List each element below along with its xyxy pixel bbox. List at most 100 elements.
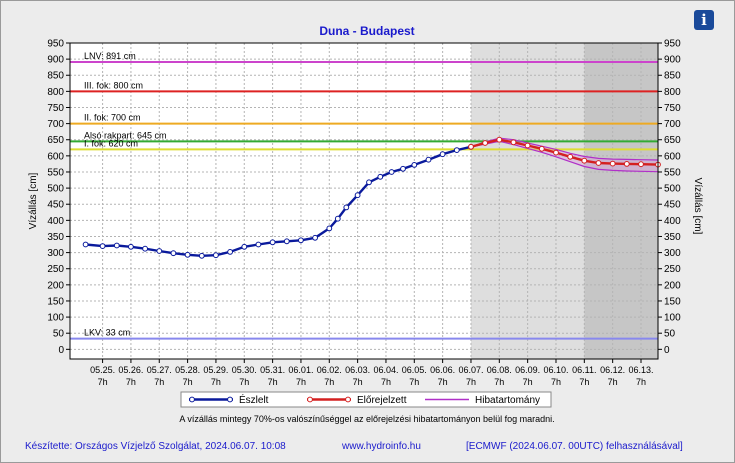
observed-point bbox=[439, 151, 446, 158]
y-tick-label-right: 500 bbox=[664, 184, 681, 195]
observed-point bbox=[127, 243, 134, 250]
y-axis-label-right: Vízállás [cm] bbox=[692, 178, 703, 235]
observed-point bbox=[156, 248, 163, 254]
x-tick-label-date: 06.06. bbox=[430, 365, 455, 375]
x-tick-label-date: 05.27. bbox=[147, 365, 172, 375]
observed-point bbox=[170, 250, 177, 257]
observed-point bbox=[334, 215, 341, 222]
observed-point bbox=[312, 234, 319, 241]
observed-point bbox=[377, 173, 384, 180]
x-tick-label-date: 06.13. bbox=[628, 365, 653, 375]
y-tick-label-right: 700 bbox=[664, 119, 681, 130]
x-tick-label-date: 06.10. bbox=[543, 365, 568, 375]
footer-url[interactable]: www.hydroinfo.hu bbox=[342, 441, 421, 452]
y-tick-label-left: 800 bbox=[47, 87, 64, 98]
x-tick-label-hour: 7h bbox=[126, 377, 136, 387]
observed-point bbox=[388, 169, 395, 175]
observed-point bbox=[213, 252, 219, 259]
x-tick-label-hour: 7h bbox=[438, 377, 448, 387]
y-tick-label-left: 750 bbox=[47, 103, 64, 114]
y-tick-label-right: 100 bbox=[664, 313, 681, 324]
x-tick-label-hour: 7h bbox=[324, 377, 334, 387]
x-tick-label-date: 05.30. bbox=[232, 365, 257, 375]
legend-label-2: Hibatartomány bbox=[475, 395, 540, 406]
x-tick-label-hour: 7h bbox=[523, 377, 533, 387]
y-tick-label-right: 50 bbox=[664, 329, 676, 340]
threshold-label-5: LKV: 33 cm bbox=[84, 328, 130, 338]
x-tick-label-hour: 7h bbox=[353, 377, 363, 387]
x-tick-label-date: 06.11. bbox=[572, 365, 596, 375]
y-tick-label-left: 150 bbox=[47, 296, 64, 307]
y-tick-label-right: 600 bbox=[664, 151, 681, 162]
y-tick-label-left: 500 bbox=[47, 184, 64, 195]
forecast-point bbox=[567, 153, 574, 160]
observed-point bbox=[269, 239, 276, 246]
footer-model: [ECMWF (2024.06.07. 00UTC) felhasználásá… bbox=[466, 441, 683, 452]
x-tick-label-date: 06.09. bbox=[515, 365, 540, 375]
observed-point bbox=[184, 251, 191, 258]
y-tick-label-right: 250 bbox=[664, 264, 681, 275]
x-tick-label-hour: 7h bbox=[239, 377, 249, 387]
forecast-point bbox=[496, 136, 503, 143]
x-tick-label-hour: 7h bbox=[268, 377, 278, 387]
y-tick-label-left: 250 bbox=[47, 264, 64, 275]
x-tick-label-hour: 7h bbox=[551, 377, 561, 387]
x-tick-label-date: 05.31. bbox=[260, 365, 285, 375]
forecast-point bbox=[510, 139, 517, 146]
observed-point bbox=[113, 242, 120, 249]
y-tick-label-left: 0 bbox=[58, 345, 64, 356]
y-tick-label-left: 600 bbox=[47, 151, 64, 162]
y-tick-label-right: 850 bbox=[664, 71, 681, 82]
observed-point bbox=[326, 225, 333, 232]
y-tick-label-right: 650 bbox=[664, 135, 681, 146]
y-tick-label-right: 150 bbox=[664, 296, 681, 307]
legend: Észlelt Előrejelzett Hibatartomány bbox=[180, 391, 552, 408]
y-tick-label-left: 300 bbox=[47, 248, 64, 259]
legend-marker bbox=[189, 396, 195, 403]
observed-point bbox=[354, 192, 361, 199]
x-tick-label-date: 06.05. bbox=[402, 365, 427, 375]
threshold-label-2: II. fok: 700 cm bbox=[84, 113, 141, 123]
y-tick-label-right: 200 bbox=[664, 280, 681, 291]
x-tick-label-date: 06.04. bbox=[373, 365, 398, 375]
x-tick-label-date: 06.08. bbox=[487, 365, 512, 375]
plot-border bbox=[69, 42, 659, 360]
observed-point bbox=[255, 241, 262, 248]
y-tick-label-left: 450 bbox=[47, 200, 64, 211]
x-tick-label-hour: 7h bbox=[211, 377, 221, 387]
forecast-point bbox=[638, 161, 644, 168]
observed-point bbox=[298, 237, 304, 244]
x-tick-label-date: 06.12. bbox=[600, 365, 625, 375]
forecast-shade-1 bbox=[584, 43, 658, 359]
forecast-point bbox=[538, 145, 545, 152]
observed-point bbox=[425, 156, 432, 163]
observed-point bbox=[99, 243, 106, 250]
y-tick-label-left: 100 bbox=[47, 313, 64, 324]
x-tick-label-hour: 7h bbox=[579, 377, 589, 387]
y-tick-label-right: 450 bbox=[664, 200, 681, 211]
info-icon[interactable]: i bbox=[694, 10, 714, 30]
y-axis-label-left: Vízállás [cm] bbox=[28, 172, 39, 229]
y-tick-label-right: 550 bbox=[664, 167, 681, 178]
legend-label-0: Észlelt bbox=[239, 393, 269, 406]
y-tick-label-right: 350 bbox=[664, 232, 681, 243]
y-tick-label-left: 400 bbox=[47, 216, 64, 227]
y-tick-label-left: 200 bbox=[47, 280, 64, 291]
chart-title: Duna - Budapest bbox=[319, 24, 414, 38]
x-tick-label-hour: 7h bbox=[183, 377, 193, 387]
x-tick-label-date: 05.28. bbox=[175, 365, 200, 375]
legend-marker bbox=[345, 396, 351, 403]
x-tick-label-hour: 7h bbox=[494, 377, 504, 387]
forecast-point bbox=[468, 143, 474, 150]
observed-point bbox=[198, 252, 205, 259]
x-tick-label-hour: 7h bbox=[381, 377, 391, 387]
x-tick-label-date: 06.07. bbox=[458, 365, 483, 375]
threshold-label-4: I. fok: 620 cm bbox=[84, 138, 138, 148]
x-tick-label-date: 06.01. bbox=[288, 365, 313, 375]
chart-note: A vízállás mintegy 70%-os valószínűségge… bbox=[179, 414, 554, 424]
y-tick-label-left: 850 bbox=[47, 71, 64, 82]
observed-point bbox=[241, 243, 248, 250]
observed-point bbox=[82, 241, 89, 248]
observed-point bbox=[453, 147, 460, 154]
